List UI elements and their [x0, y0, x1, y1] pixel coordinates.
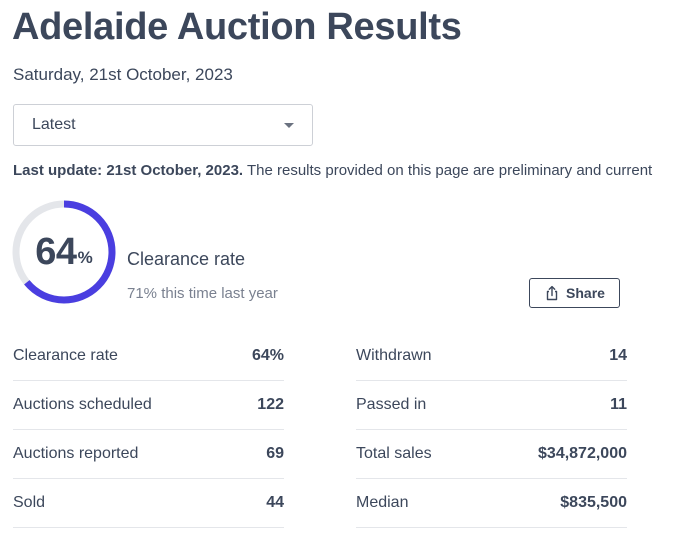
stat-row: Auctions scheduled 122 [13, 381, 284, 430]
auction-date: Saturday, 21st October, 2023 [13, 65, 233, 84]
stat-label: Median [356, 494, 409, 511]
chevron-down-icon [284, 123, 294, 128]
stat-row: Median $835,500 [356, 479, 627, 528]
stat-row: Auctions reported 69 [13, 430, 284, 479]
page-title: Adelaide Auction Results [12, 6, 462, 48]
clearance-rate-ring: 64% [12, 200, 116, 304]
stat-value: 14 [609, 347, 627, 364]
stat-value: 11 [610, 396, 627, 413]
select-value: Latest [32, 116, 76, 133]
share-button[interactable]: Share [529, 278, 620, 308]
last-update-text: The results provided on this page are pr… [243, 162, 653, 179]
stat-row: Clearance rate 64% [13, 332, 284, 381]
ring-label: 64% [12, 200, 116, 304]
stat-value: $34,872,000 [538, 445, 627, 462]
stat-value: 69 [266, 445, 284, 462]
stat-row: Withdrawn 14 [356, 332, 627, 381]
stat-label: Passed in [356, 396, 427, 413]
clearance-rate-comparison: 71% this time last year [127, 285, 278, 302]
stat-label: Withdrawn [356, 347, 432, 364]
clearance-rate-label: Clearance rate [127, 249, 246, 269]
stat-value: 64% [251, 347, 284, 364]
stat-label: Sold [13, 494, 46, 511]
share-label: Share [566, 285, 605, 301]
stat-label: Total sales [356, 445, 432, 462]
percent-sign: % [77, 248, 93, 267]
stats-table-left: Clearance rate 64% Auctions scheduled 122 … [13, 332, 284, 528]
stat-row: Total sales $34,872,000 [356, 430, 627, 479]
stats-table-right: Withdrawn 14 Passed in 11 Total sales $34,8… [356, 332, 627, 528]
clearance-rate-value: 64 [35, 230, 77, 273]
stat-label: Auctions reported [13, 445, 139, 462]
results-period-select[interactable]: Latest [13, 104, 313, 146]
stat-value: 44 [266, 494, 284, 511]
stat-value: 122 [257, 396, 284, 413]
stat-label: Auctions scheduled [13, 396, 152, 413]
stat-row: Sold 44 [13, 479, 284, 528]
share-icon [546, 285, 558, 301]
last-update-date: Last update: 21st October, 2023. [13, 162, 244, 179]
stat-value: $835,500 [560, 494, 627, 511]
stat-label: Clearance rate [13, 347, 118, 364]
clearance-ring-graphic [12, 200, 116, 304]
stat-row: Passed in 11 [356, 381, 627, 430]
last-update-notice: Last update: 21st October, 2023. The res… [13, 162, 690, 179]
ring-progress [12, 200, 116, 304]
